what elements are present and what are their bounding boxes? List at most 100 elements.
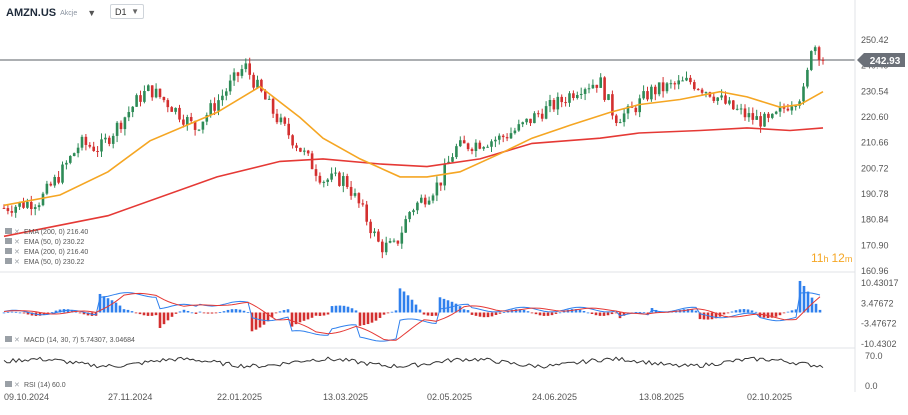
asset-class-label: Akcje	[60, 9, 78, 17]
macd-histogram-bar	[122, 309, 126, 313]
macd-histogram-bar	[602, 312, 606, 316]
macd-histogram-bar	[374, 312, 378, 321]
candle-body	[470, 149, 474, 152]
macd-histogram-bar	[722, 312, 726, 315]
legend-item[interactable]: ✕ EMA (50, 0) 230.22	[5, 238, 84, 246]
macd-histogram-bar	[290, 312, 294, 327]
macd-histogram-bar	[370, 312, 374, 323]
candle-body	[342, 176, 345, 186]
candle-body	[626, 106, 630, 114]
macd-histogram-bar	[30, 312, 34, 316]
macd-histogram-bar	[14, 311, 18, 313]
rsi-legend[interactable]: ✕ RSI (14) 60.0	[5, 381, 66, 389]
macd-histogram-bar	[110, 300, 114, 313]
macd-histogram-bar	[806, 291, 810, 313]
macd-axis-tick: 10.43017	[861, 278, 899, 288]
countdown-hours-unit: h	[823, 254, 828, 264]
countdown-hours: 11	[811, 251, 824, 265]
macd-histogram-bar	[58, 309, 62, 313]
timeframe-select[interactable]: D1 ▼	[110, 4, 144, 19]
candle-body	[119, 122, 123, 130]
macd-histogram-bar	[598, 312, 602, 316]
candle-body	[197, 129, 201, 131]
candle-body	[735, 108, 739, 110]
candle-body	[232, 72, 236, 81]
price-axis-tick: 210.66	[861, 138, 889, 148]
candle-body	[607, 94, 610, 100]
candle-body	[388, 241, 392, 243]
macd-histogram-bar	[238, 309, 242, 313]
price-axis-tick: 220.60	[861, 112, 889, 122]
macd-histogram-bar	[362, 312, 366, 326]
candle-body	[287, 123, 290, 136]
candle-body	[384, 242, 388, 253]
candle-body	[147, 85, 150, 91]
legend-item[interactable]: ✕ EMA (200, 0) 216.40	[5, 248, 88, 256]
candle-body	[178, 107, 181, 120]
macd-histogram-bar	[470, 312, 474, 315]
candle-body	[22, 202, 25, 208]
macd-histogram-bar	[218, 312, 222, 313]
price-axis-tick: 200.72	[861, 163, 889, 173]
macd-histogram-bar	[382, 312, 386, 315]
macd-histogram-bar	[162, 312, 166, 325]
macd-histogram-bar	[274, 312, 278, 314]
candle-body	[728, 100, 731, 104]
macd-histogram-bar	[178, 311, 182, 313]
macd-histogram-bar	[170, 312, 174, 317]
settings-icon	[5, 381, 12, 387]
candle-body	[579, 93, 583, 96]
candle-body	[782, 106, 786, 109]
candle-body	[810, 51, 813, 70]
candle-body	[552, 100, 556, 110]
candle-body	[685, 77, 688, 81]
macd-histogram-bar	[298, 312, 302, 323]
candle-body	[798, 101, 801, 106]
candle-body	[739, 108, 743, 110]
symbol-selector[interactable]: AMZN.US Akcje ▼	[6, 4, 96, 22]
date-axis-tick: 02.05.2025	[427, 392, 472, 402]
macd-histogram-bar	[614, 312, 618, 314]
macd-histogram-bar	[674, 311, 678, 313]
macd-histogram-bar	[350, 308, 354, 313]
candle-body	[767, 113, 770, 118]
candle-body	[462, 140, 466, 144]
candle-body	[166, 100, 170, 108]
candle-body	[248, 63, 251, 75]
candle-body	[260, 79, 263, 92]
macd-histogram-bar	[174, 312, 178, 314]
candle-body	[591, 84, 595, 89]
candle-body	[560, 96, 563, 103]
macd-histogram-bar	[38, 312, 42, 316]
candle-body	[104, 137, 107, 140]
candle-body	[256, 79, 259, 88]
macd-histogram-bar	[554, 312, 558, 314]
candle-body	[381, 241, 384, 253]
candle-body	[806, 69, 809, 87]
legend-item[interactable]: ✕ EMA (50, 0) 230.22	[5, 258, 84, 266]
macd-histogram-bar	[338, 305, 342, 313]
macd-histogram-bar	[442, 298, 446, 313]
countdown-minutes-unit: m	[845, 254, 853, 264]
candle-body	[2, 207, 6, 209]
candle-body	[76, 147, 80, 154]
rsi-line	[3, 356, 824, 369]
macd-histogram-bar	[574, 309, 578, 313]
price-axis-tick: 160.96	[861, 266, 889, 276]
macd-histogram-bar	[542, 312, 546, 316]
macd-histogram-bar	[74, 311, 78, 313]
candle-body	[813, 47, 817, 52]
candle-body	[299, 147, 302, 152]
macd-histogram-bar	[282, 310, 286, 313]
date-axis-tick: 09.10.2024	[4, 392, 49, 402]
macd-histogram-bar	[82, 312, 86, 315]
macd-histogram-bar	[646, 312, 650, 314]
macd-histogram-bar	[502, 312, 506, 313]
legend-item[interactable]: ✕ EMA (200, 0) 216.40	[5, 228, 88, 236]
macd-legend[interactable]: ✕ MACD (14, 30, 7) 5.74307, 3.04684	[5, 336, 135, 344]
macd-histogram-bar	[774, 312, 778, 317]
candle-body	[322, 181, 326, 183]
candle-body	[369, 221, 372, 234]
candle-body	[209, 103, 212, 115]
